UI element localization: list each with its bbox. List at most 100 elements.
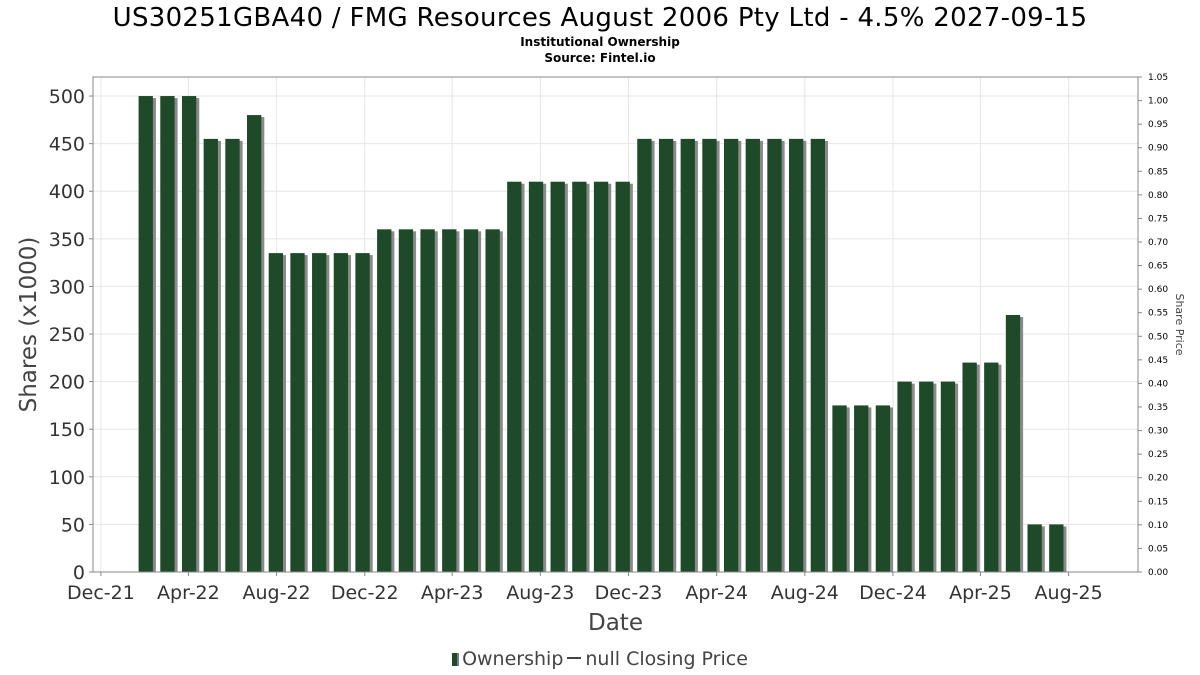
right-tick-label: 0.75 <box>1148 214 1168 224</box>
bar-fill <box>897 381 912 572</box>
bar <box>854 405 872 572</box>
right-tick-label: 0.95 <box>1148 120 1168 130</box>
x-tick-label: Apr-22 <box>157 582 220 604</box>
bar-fill <box>962 362 977 572</box>
bar <box>919 381 937 572</box>
bar <box>832 405 850 572</box>
left-tick-label: 50 <box>61 514 85 536</box>
right-tick-label: 0.80 <box>1148 191 1168 201</box>
bar-fill <box>312 253 327 572</box>
right-tick-label: 0.20 <box>1148 474 1168 484</box>
bar <box>203 138 221 572</box>
bar-fill <box>377 229 392 573</box>
x-tick-label: Dec-23 <box>595 582 663 604</box>
right-tick-label: 0.45 <box>1148 356 1168 366</box>
bar <box>897 381 915 572</box>
legend-price: null Closing Price <box>585 648 748 670</box>
right-tick-label: 0.15 <box>1148 497 1168 507</box>
bar <box>810 138 829 572</box>
bar <box>507 181 525 572</box>
bar <box>377 229 395 573</box>
bar-fill <box>593 181 609 572</box>
bar <box>593 181 612 572</box>
bar <box>745 138 763 572</box>
right-tick-label: 1.05 <box>1148 73 1168 83</box>
x-tick-label: Dec-21 <box>67 582 135 604</box>
bar-fill <box>181 96 197 573</box>
right-tick-label: 0.60 <box>1148 285 1168 295</box>
left-tick-label: 450 <box>49 134 85 156</box>
left-tick-label: 200 <box>49 372 85 394</box>
bar <box>225 138 243 572</box>
left-tick-label: 500 <box>49 86 85 108</box>
bar-fill <box>789 138 804 572</box>
bar-fill <box>138 96 153 573</box>
bar-fill <box>875 405 891 572</box>
left-tick-label: 250 <box>49 324 85 346</box>
bar-fill <box>333 253 349 572</box>
bar <box>1027 524 1045 572</box>
x-tick-label: Aug-22 <box>242 582 310 604</box>
bar-fill <box>702 138 717 572</box>
x-tick-label: Aug-24 <box>771 582 839 604</box>
bar-fill <box>615 181 630 572</box>
bar-fill <box>463 229 479 573</box>
right-tick-label: 0.25 <box>1148 450 1168 460</box>
right-tick-label: 1.00 <box>1148 97 1168 107</box>
price-line-icon <box>567 657 582 659</box>
bar <box>615 181 633 572</box>
bar <box>702 138 720 572</box>
y-axis-label: Shares (x1000) <box>16 237 42 413</box>
bar-fill <box>290 253 305 572</box>
right-tick-label: 0.30 <box>1148 427 1168 437</box>
x-axis-label: Date <box>588 610 643 636</box>
right-tick-label: 0.05 <box>1148 544 1168 554</box>
legend: Ownership null Closing Price <box>0 647 1200 671</box>
bar <box>181 96 200 573</box>
bar <box>485 229 503 573</box>
left-axis-ticks: 0 50 100 150 200 250 300 350 400 450 500 <box>49 86 93 584</box>
x-tick-label: Apr-24 <box>685 582 748 604</box>
bar-fill <box>854 405 869 572</box>
bar <box>138 96 156 573</box>
bar <box>940 381 959 572</box>
bar <box>528 181 547 572</box>
chart-subtitle: Institutional Ownership <box>520 35 680 49</box>
bar <box>398 229 417 573</box>
bar-fill <box>528 181 544 572</box>
ownership-swatch-icon <box>452 653 460 666</box>
bar-fill <box>832 405 847 572</box>
bar-fill <box>442 229 457 573</box>
bar <box>723 138 742 572</box>
right-tick-label: 0.90 <box>1148 144 1168 154</box>
bar <box>767 138 785 572</box>
bar-fill <box>420 229 435 573</box>
chart-title: US30251GBA40 / FMG Resources August 2006… <box>112 3 1088 33</box>
x-axis-ticks: Dec-21 Apr-22 Aug-22 Dec-22 Apr-23 Aug-23 Dec-… <box>67 572 1103 604</box>
left-tick-label: 350 <box>49 229 85 251</box>
bar <box>355 253 373 572</box>
bar <box>875 405 894 572</box>
bar-fill <box>767 138 782 572</box>
bar-fill <box>572 181 587 572</box>
bar <box>463 229 482 573</box>
bar <box>160 96 178 573</box>
right-tick-label: 0.00 <box>1148 568 1168 578</box>
left-tick-label: 400 <box>49 181 85 203</box>
bar-fill <box>507 181 522 572</box>
bar-fill <box>160 96 175 573</box>
bar-fill <box>919 381 934 572</box>
right-tick-label: 0.50 <box>1148 332 1168 342</box>
right-tick-label: 0.10 <box>1148 521 1168 531</box>
left-tick-label: 100 <box>49 467 85 489</box>
x-tick-label: Aug-25 <box>1035 582 1103 604</box>
axes-group <box>92 76 1139 573</box>
bar <box>1049 524 1067 572</box>
plot-border <box>92 76 1139 573</box>
bar-fill <box>485 229 500 573</box>
right-tick-label: 0.65 <box>1148 262 1168 272</box>
right-tick-label: 0.35 <box>1148 403 1168 413</box>
bar-fill <box>1027 524 1042 572</box>
bar-fill <box>680 138 695 572</box>
bar <box>789 138 807 572</box>
